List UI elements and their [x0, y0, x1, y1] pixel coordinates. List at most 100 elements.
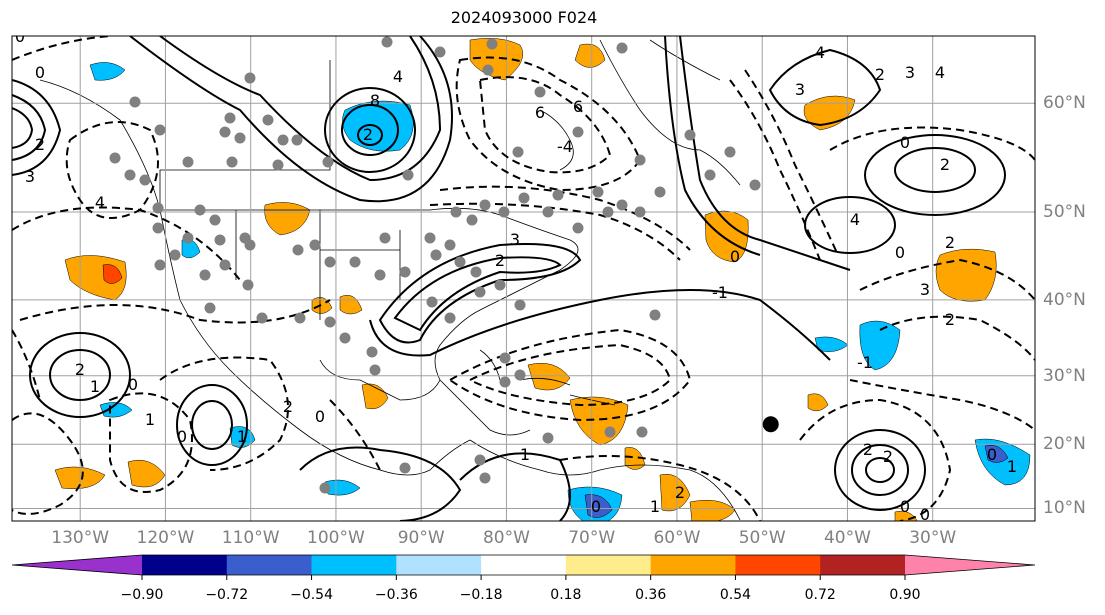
station-dot [291, 134, 303, 146]
station-dot [494, 279, 506, 291]
contour-label: 0 [900, 133, 910, 152]
station-dot [470, 266, 482, 278]
station-dot [379, 232, 391, 244]
station-dot [450, 206, 462, 218]
colorbar-segment [820, 555, 906, 575]
station-dot [604, 426, 616, 438]
station-dot [426, 296, 438, 308]
contour-label: 4 [393, 67, 403, 86]
station-dot [204, 302, 216, 314]
station-dot [542, 206, 554, 218]
contour-label: 0 [315, 407, 325, 426]
contour-label: 1 [520, 445, 530, 464]
station-dot [514, 299, 526, 311]
lon-tick-label: 80°W [482, 528, 530, 548]
colorbar-tick-label: −0.90 [120, 587, 164, 603]
station-dot [339, 332, 351, 344]
station-dot [154, 259, 166, 271]
cool-patch [324, 479, 361, 496]
station-dot [234, 132, 246, 144]
station-dot [634, 206, 646, 218]
figure-title: 2024093000 F024 [450, 8, 598, 27]
station-dot [518, 192, 530, 204]
cool-patch [859, 320, 901, 371]
contour-label: -1 [712, 283, 728, 302]
station-dot [226, 156, 238, 168]
station-dot [572, 126, 584, 138]
contour-label: 0 [177, 427, 187, 446]
colorbar-tick-label: 0.54 [719, 587, 752, 603]
station-dot [434, 46, 446, 58]
station-dot [244, 72, 256, 84]
cool-patch [814, 336, 849, 352]
station-dot [454, 256, 466, 268]
colorbar-tick-label: −0.18 [459, 587, 503, 603]
colorbar-tick-label: 0.90 [889, 587, 921, 603]
station-dot [499, 376, 511, 388]
station-dot [399, 266, 411, 278]
contour-label: 4 [95, 193, 105, 212]
station-dot [592, 186, 604, 198]
contour-label: 3 [795, 80, 805, 99]
station-dot [542, 432, 554, 444]
warm-patch [659, 473, 691, 512]
contour-label: 1 [237, 427, 247, 446]
station-dot [486, 38, 498, 50]
station-dot [277, 134, 289, 146]
station-dot [294, 312, 306, 324]
lon-tick-label: 50°W [738, 528, 786, 548]
warm-patch [361, 383, 389, 410]
contour-label: 2 [883, 447, 893, 466]
station-dot [292, 244, 304, 256]
station-dot [399, 462, 411, 474]
station-dot [182, 232, 194, 244]
strong-cool-patch [984, 445, 1009, 463]
station-dot [616, 42, 628, 54]
station-dot [124, 169, 136, 181]
contour-label: 0 [987, 445, 997, 464]
contour-label: 0 [900, 497, 910, 516]
lon-tick-label: 110°W [221, 528, 280, 548]
colorbar-over-arrow [905, 555, 1035, 575]
colorbar-tick-label: 0.36 [635, 587, 667, 603]
station-dot [374, 269, 386, 281]
lon-tick-label: 30°W [909, 528, 957, 548]
warm-patch [807, 393, 829, 412]
contour-label: 2 [945, 310, 955, 329]
station-dot [239, 232, 251, 244]
contour-label: -1 [857, 353, 873, 372]
station-dot [634, 154, 646, 166]
colorbar-segment [735, 555, 821, 575]
station-dot [704, 169, 716, 181]
colorbar-segment [142, 555, 228, 575]
station-dot [349, 256, 361, 268]
colorbar-tick-label: −0.72 [205, 587, 249, 603]
lon-tick-label: 70°W [568, 528, 616, 548]
station-dot [272, 159, 284, 171]
station-dot [309, 239, 321, 251]
contour-label: 2 [863, 440, 873, 459]
cool-patch [99, 402, 133, 418]
station-dot [724, 146, 736, 158]
warm-patch [935, 248, 997, 302]
colorbar-tick-label: −0.36 [374, 587, 418, 603]
contour-label: 6 [573, 97, 583, 116]
colorbar-segment [311, 555, 397, 575]
station-dot [616, 199, 628, 211]
contour-label: 4 [935, 63, 945, 82]
station-dot [636, 426, 648, 438]
colorbar-segment [565, 555, 652, 575]
station-dot [219, 259, 231, 271]
contour-label: 3 [920, 280, 930, 299]
contour-label: 2 [75, 360, 85, 379]
hot-patch [102, 264, 123, 284]
station-dot [324, 316, 336, 328]
station-dot [482, 64, 494, 76]
contour-label: 3 [905, 63, 915, 82]
contour-label: 0 [920, 505, 930, 524]
station-dot [649, 309, 661, 321]
colorbar [11, 554, 1036, 580]
station-dot [214, 234, 226, 246]
contour-label: 2 [35, 135, 45, 154]
